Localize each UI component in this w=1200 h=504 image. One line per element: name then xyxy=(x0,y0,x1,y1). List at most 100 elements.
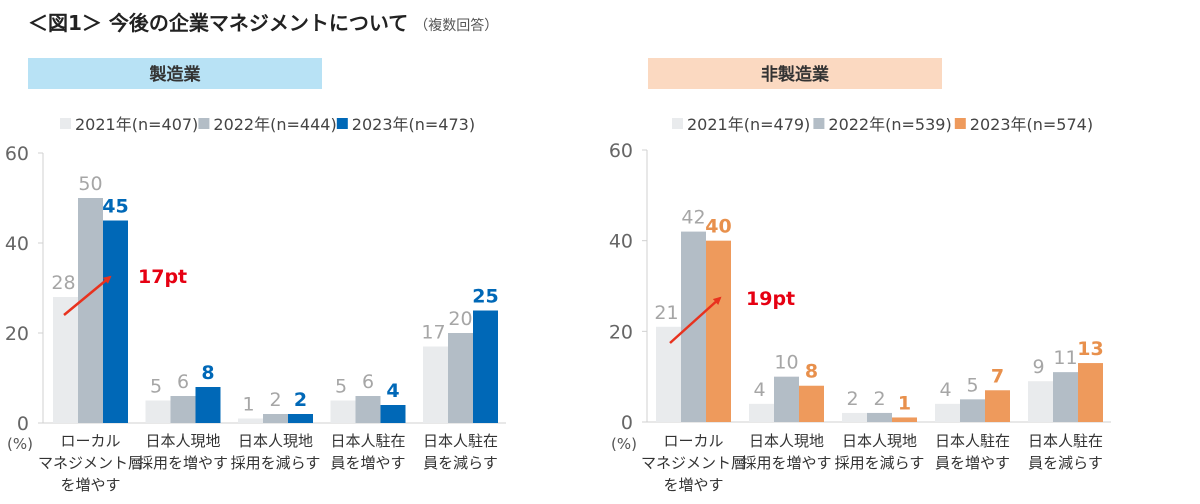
data-label: 4 xyxy=(753,379,765,401)
bar xyxy=(170,396,196,423)
bar xyxy=(78,198,103,423)
category-label: 員を増やす xyxy=(935,454,1010,472)
category-label: マネジメント層 xyxy=(641,454,746,472)
legend-label: 2022年(n=444) xyxy=(213,115,336,134)
bar xyxy=(681,231,706,422)
legend-swatch xyxy=(954,118,966,129)
data-label: 17 xyxy=(421,322,445,344)
category-label: 日本人駐在 xyxy=(1028,432,1103,450)
legend-label: 2023年(n=473) xyxy=(352,115,475,134)
legend-label: 2023年(n=574) xyxy=(970,115,1093,134)
chart-manufacturing: 製造業 2021年(n=407) 2022年(n=444) 2023年(n=473) 0… xyxy=(5,58,506,494)
panel-header-box xyxy=(648,58,942,89)
bar xyxy=(749,403,774,422)
data-label: 5 xyxy=(335,376,347,398)
category-label: を増やす xyxy=(60,476,120,494)
category-label: 日本人駐在 xyxy=(423,432,498,450)
data-label: 6 xyxy=(177,371,189,393)
y-tick-label: 60 xyxy=(5,143,29,165)
bar xyxy=(423,346,448,423)
bar xyxy=(473,310,498,423)
bar xyxy=(842,412,867,422)
bar xyxy=(103,220,128,423)
category-label: 日本人駐在 xyxy=(330,432,405,450)
bar xyxy=(330,400,356,423)
data-label: 13 xyxy=(1077,338,1103,360)
data-label: 40 xyxy=(705,216,731,238)
legend-swatch xyxy=(813,118,825,129)
category-label: マネジメント層 xyxy=(38,454,143,472)
data-label: 8 xyxy=(201,362,214,384)
change-annotation: 19pt xyxy=(746,288,795,310)
category-label: 日本人現地 xyxy=(749,432,824,450)
y-axis-unit: (%) xyxy=(611,435,637,453)
data-label: 11 xyxy=(1053,347,1077,369)
bar xyxy=(380,405,406,423)
y-tick-label: 40 xyxy=(609,231,633,253)
data-label: 10 xyxy=(774,352,798,374)
bar xyxy=(656,326,681,422)
bar xyxy=(145,400,171,423)
legend-swatch xyxy=(60,118,71,129)
data-label: 20 xyxy=(448,308,472,330)
bar xyxy=(985,390,1010,422)
legend-label: 2022年(n=539) xyxy=(828,115,951,134)
bar xyxy=(867,412,892,422)
bar xyxy=(935,403,960,422)
bar xyxy=(774,376,799,422)
figure-title-note: （複数回答） xyxy=(414,17,498,34)
y-axis-unit: (%) xyxy=(7,435,33,453)
data-label: 4 xyxy=(386,380,399,402)
legend-swatch xyxy=(198,118,210,129)
change-annotation: 17pt xyxy=(138,266,187,288)
data-label: 45 xyxy=(102,196,128,218)
data-label: 5 xyxy=(150,376,162,398)
y-tick-label: 20 xyxy=(609,321,633,343)
bar xyxy=(892,417,917,422)
y-tick-label: 40 xyxy=(5,233,29,255)
panel-title: 非製造業 xyxy=(761,64,829,85)
data-label: 6 xyxy=(362,371,374,393)
data-label: 1 xyxy=(898,392,911,414)
data-label: 8 xyxy=(805,361,818,383)
data-label: 2 xyxy=(873,388,885,410)
legend-label: 2021年(n=407) xyxy=(75,115,198,134)
bar xyxy=(355,396,381,423)
y-tick-label: 60 xyxy=(609,140,633,162)
change-arrow xyxy=(63,275,112,316)
y-tick-label: 0 xyxy=(621,412,633,434)
chart-nonmanufacturing: 非製造業 2021年(n=479) 2022年(n=539) 2023年(n=574)… xyxy=(609,58,1111,494)
bar xyxy=(53,297,78,423)
bar xyxy=(960,399,985,422)
category-label: 採用を減らす xyxy=(835,454,925,472)
change-arrow xyxy=(669,296,722,344)
data-label: 42 xyxy=(681,207,705,229)
data-label: 2 xyxy=(294,389,307,411)
category-label: ローカル xyxy=(663,432,723,450)
bar xyxy=(263,414,288,423)
bar xyxy=(1078,363,1103,422)
bar xyxy=(448,333,473,423)
y-tick-label: 20 xyxy=(5,323,29,345)
category-label: 採用を増やす xyxy=(138,454,228,472)
data-label: 2 xyxy=(269,389,281,411)
category-label: 日本人現地 xyxy=(842,432,917,450)
bar xyxy=(799,385,824,422)
data-label: 28 xyxy=(51,272,75,294)
data-label: 1 xyxy=(242,394,254,416)
category-label: 採用を増やす xyxy=(741,454,831,472)
data-label: 7 xyxy=(991,365,1004,387)
bar xyxy=(1053,372,1078,422)
category-label: 採用を減らす xyxy=(231,454,321,472)
panel-header-box xyxy=(28,58,322,89)
y-tick-label: 0 xyxy=(17,413,29,435)
data-label: 9 xyxy=(1032,356,1044,378)
category-label: を増やす xyxy=(663,476,723,494)
legend-swatch xyxy=(672,118,683,129)
category-label: 日本人駐在 xyxy=(935,432,1010,450)
data-label: 21 xyxy=(654,302,678,324)
data-label: 4 xyxy=(939,379,951,401)
bar xyxy=(1028,381,1053,422)
